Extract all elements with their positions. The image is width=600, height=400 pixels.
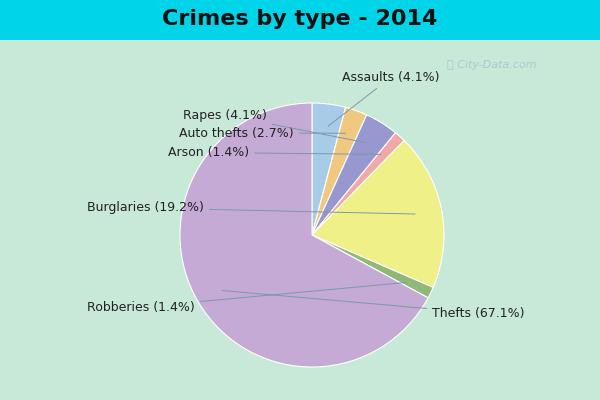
Text: Arson (1.4%): Arson (1.4%) [168, 146, 381, 159]
Text: Rapes (4.1%): Rapes (4.1%) [183, 108, 366, 143]
Wedge shape [312, 133, 404, 235]
Text: Robberies (1.4%): Robberies (1.4%) [87, 282, 406, 314]
Text: ⓘ City-Data.com: ⓘ City-Data.com [447, 60, 537, 70]
Wedge shape [312, 107, 367, 235]
Text: Auto thefts (2.7%): Auto thefts (2.7%) [179, 126, 346, 140]
Wedge shape [180, 103, 428, 367]
Text: Thefts (67.1%): Thefts (67.1%) [222, 290, 524, 320]
Wedge shape [312, 115, 395, 235]
Wedge shape [312, 103, 346, 235]
Wedge shape [312, 235, 433, 298]
Wedge shape [312, 140, 444, 288]
Text: Assaults (4.1%): Assaults (4.1%) [328, 71, 439, 126]
Text: Burglaries (19.2%): Burglaries (19.2%) [87, 202, 415, 214]
Text: Crimes by type - 2014: Crimes by type - 2014 [163, 9, 437, 29]
